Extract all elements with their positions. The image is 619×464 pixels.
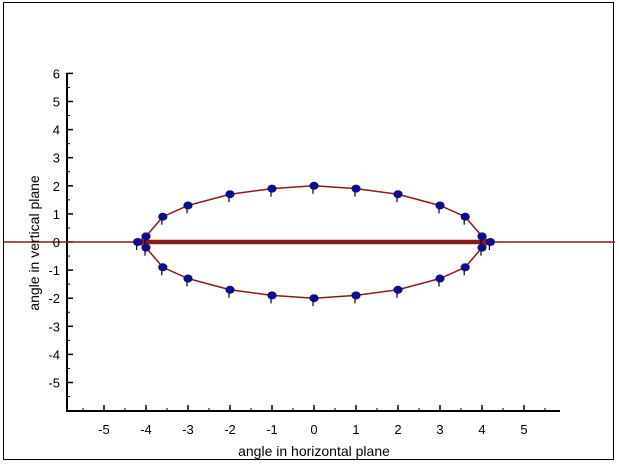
- x-tick-label: 3: [436, 422, 443, 437]
- data-point: [477, 232, 487, 241]
- tick-labels: -5 -4 -3 -2 -1 0 1 2 3 4 5 6 -5 -4 -3 -2 -1 0 1 2 3 4 5: [48, 66, 527, 437]
- data-point: [133, 238, 143, 246]
- data-point: [460, 212, 470, 221]
- data-point: [158, 212, 168, 221]
- data-point: [267, 291, 277, 300]
- data-point: [351, 291, 361, 300]
- chart-frame: -5 -4 -3 -2 -1 0 1 2 3 4 5 6 -5 -4 -3 -2 -1 0 1 2 3 4 5 angle …: [3, 2, 615, 460]
- scatter-chart: -5 -4 -3 -2 -1 0 1 2 3 4 5 6 -5 -4 -3 -2 -1 0 1 2 3 4 5 angle …: [4, 66, 615, 459]
- x-tick-label: -1: [266, 422, 278, 437]
- x-tick-label: 4: [478, 422, 485, 437]
- data-point: [225, 285, 235, 294]
- data-point: [141, 232, 151, 241]
- data-point: [393, 285, 403, 294]
- y-tick-label: 3: [53, 151, 60, 166]
- x-tick-label: 1: [352, 422, 359, 437]
- x-tick-label: 0: [310, 422, 317, 437]
- data-point: [225, 190, 235, 199]
- data-point: [267, 184, 277, 193]
- x-tick-label: -5: [98, 422, 110, 437]
- y-tick-label: -5: [48, 376, 60, 391]
- x-tick-label: 2: [394, 422, 401, 437]
- x-axis-label: angle in horizontal plane: [238, 443, 390, 459]
- data-point: [393, 190, 403, 199]
- data-point: [485, 238, 495, 246]
- y-tick-label: -1: [48, 263, 60, 278]
- y-tick-label: 4: [53, 123, 60, 138]
- y-tick-label: 1: [53, 207, 60, 222]
- chart-marks: [4, 181, 615, 307]
- y-tick-label: 6: [53, 66, 60, 81]
- x-tick-label: -4: [140, 422, 152, 437]
- y-tick-label: -4: [48, 347, 60, 362]
- data-point: [309, 181, 319, 190]
- data-point: [183, 274, 193, 283]
- data-point: [460, 263, 470, 272]
- x-tick-label: 5: [520, 422, 527, 437]
- data-point: [477, 243, 487, 252]
- data-point: [158, 263, 168, 272]
- y-tick-label: 2: [53, 179, 60, 194]
- data-point: [351, 184, 361, 193]
- x-tick-label: -3: [182, 422, 194, 437]
- y-tick-label: 5: [53, 95, 60, 110]
- y-tick-label: -2: [48, 291, 60, 306]
- y-tick-label: -3: [48, 319, 60, 334]
- x-tick-label: -2: [224, 422, 236, 437]
- data-point: [141, 243, 151, 252]
- data-point: [435, 201, 445, 210]
- data-point: [183, 201, 193, 210]
- data-point: [435, 274, 445, 283]
- y-tick-label: 0: [53, 235, 60, 250]
- y-axis-label: angle in vertical plane: [26, 175, 42, 311]
- data-point: [309, 294, 319, 303]
